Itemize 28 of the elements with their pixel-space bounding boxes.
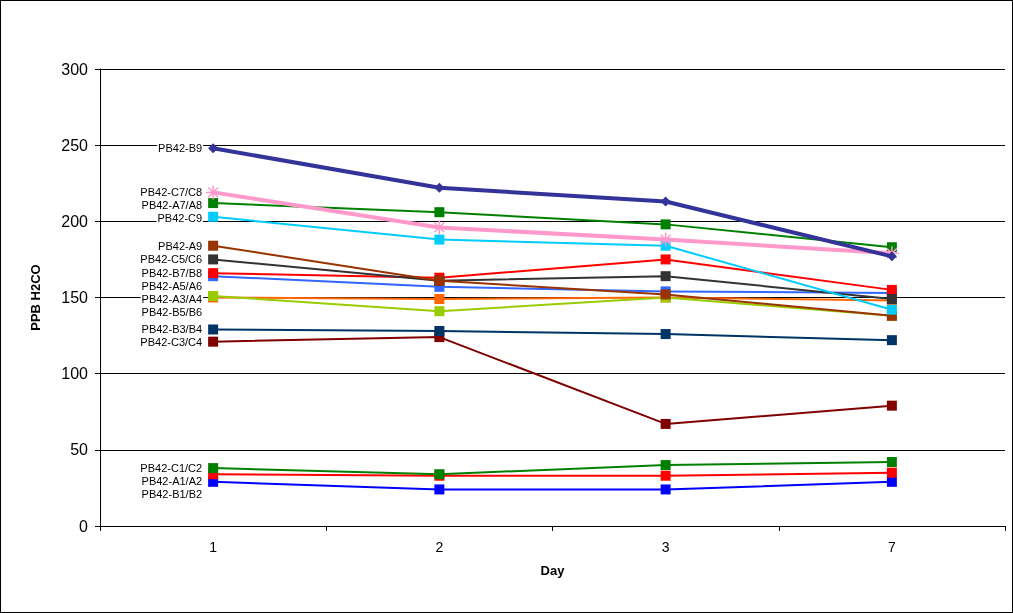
series-label: PB42-A5/A6 [141, 280, 203, 293]
x-tick-label: 1 [209, 539, 218, 555]
x-tick-label: 2 [435, 539, 444, 555]
x-axis-title: Day [540, 563, 566, 578]
series-label: PB42-B5/B6 [141, 306, 203, 319]
x-tick-label: 3 [661, 539, 670, 555]
series-label: PB42-A7/A8 [141, 199, 203, 212]
y-tick-label: 50 [70, 441, 89, 459]
y-tick-label: 100 [61, 365, 89, 383]
y-tick-label: 150 [61, 289, 89, 306]
x-tick-label: 7 [887, 539, 896, 555]
series-label: PB42-A3/A4 [141, 293, 203, 306]
series-label: PB42-B7/B8 [141, 267, 203, 280]
series-label: PB42-C1/C2 [140, 462, 203, 475]
y-tick-label: 200 [61, 212, 89, 230]
series-label: PB42-B3/B4 [141, 323, 203, 336]
series-label: PB42-A1/A2 [141, 475, 203, 488]
series-label: PB42-C7/C8 [140, 186, 203, 199]
y-axis-title: PPB H2CO [28, 264, 43, 331]
series-label: PB42-B9 [158, 142, 203, 155]
series-label: PB42-C9 [157, 212, 203, 225]
series-label: PB42-C3/C4 [140, 336, 203, 349]
series-label: PB42-B1/B2 [141, 488, 203, 501]
y-tick-label: 0 [79, 517, 89, 535]
y-tick-label: 300 [61, 60, 89, 78]
y-tick-label: 250 [61, 136, 89, 154]
series-label: PB42-A9 [158, 239, 203, 252]
series-label: PB42-C5/C6 [140, 253, 203, 266]
